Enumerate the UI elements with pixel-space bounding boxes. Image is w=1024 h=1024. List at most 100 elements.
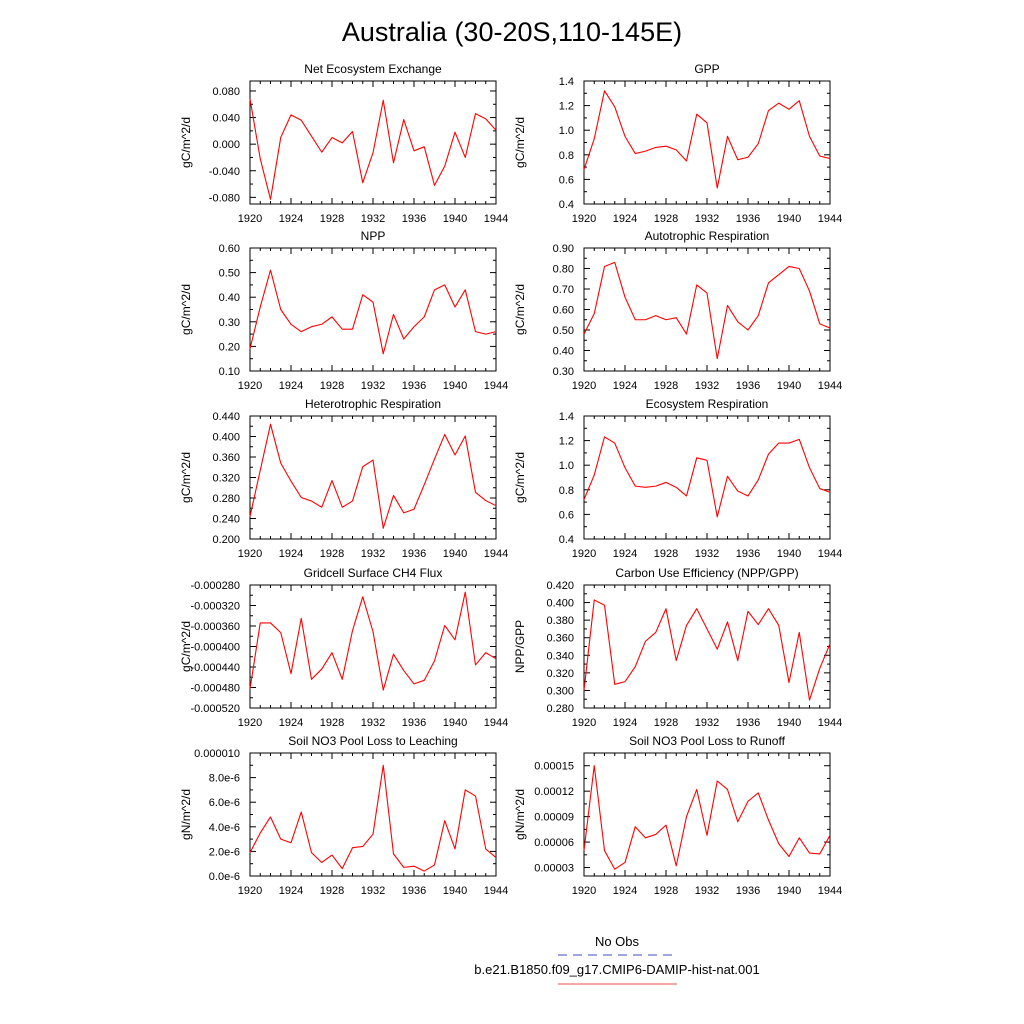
y-tick-label: 0.340 bbox=[546, 650, 574, 662]
x-tick-label: 1944 bbox=[484, 548, 508, 560]
x-tick-label: 1944 bbox=[484, 213, 508, 225]
y-tick-label: 1.2 bbox=[559, 101, 574, 113]
y-tick-label: 0.200 bbox=[212, 534, 240, 546]
plot-frame bbox=[583, 80, 831, 205]
y-tick-label: 0.080 bbox=[212, 86, 240, 98]
x-tick-label: 1936 bbox=[402, 717, 426, 729]
x-tick-label: 1928 bbox=[654, 885, 678, 897]
panel-title: Carbon Use Efficiency (NPP/GPP) bbox=[615, 566, 798, 580]
y-axis-label: gN/m^2/d bbox=[513, 789, 527, 840]
series-line bbox=[249, 591, 497, 691]
x-tick-label: 1936 bbox=[402, 885, 426, 897]
y-tick-label: 0.00009 bbox=[534, 812, 574, 824]
x-tick-label: 1940 bbox=[443, 548, 467, 560]
series-line bbox=[249, 269, 497, 355]
x-tick-label: 1924 bbox=[613, 380, 637, 392]
y-tick-label: 0.00006 bbox=[534, 837, 574, 849]
y-tick-label: 0.6 bbox=[559, 509, 574, 521]
x-tick-label: 1932 bbox=[695, 213, 719, 225]
panel-carbon-use-efficiency-npp-gpp: Carbon Use Efficiency (NPP/GPP) NPP/GPP 19… bbox=[513, 566, 842, 729]
y-tick-label: 1.0 bbox=[559, 460, 574, 472]
plot-frame bbox=[249, 247, 497, 372]
y-tick-label: 0.00012 bbox=[534, 786, 574, 798]
plot-frame bbox=[583, 752, 831, 877]
legend-label-model: b.e21.B1850.f09_g17.CMIP6-DAMIP-hist-nat… bbox=[474, 962, 759, 977]
x-tick-label: 1936 bbox=[736, 548, 760, 560]
y-axis-label: gC/m^2/d bbox=[179, 117, 193, 168]
y-tick-label: 0.90 bbox=[553, 243, 574, 255]
x-tick-label: 1928 bbox=[654, 717, 678, 729]
series-line bbox=[249, 764, 497, 872]
x-tick-label: 1944 bbox=[818, 548, 842, 560]
x-tick-label: 1928 bbox=[320, 380, 344, 392]
y-tick-label: 0.420 bbox=[546, 580, 574, 592]
x-tick-label: 1944 bbox=[818, 380, 842, 392]
y-tick-label: 0.60 bbox=[553, 305, 574, 317]
panel-title: Ecosystem Respiration bbox=[646, 397, 769, 411]
y-tick-label: 1.4 bbox=[559, 411, 574, 423]
panel-autotrophic-respiration: Autotrophic Respiration gC/m^2/d 1920 1924 1… bbox=[513, 229, 842, 392]
x-tick-label: 1940 bbox=[777, 548, 801, 560]
x-tick-label: 1920 bbox=[572, 548, 596, 560]
x-tick-label: 1936 bbox=[736, 885, 760, 897]
x-tick-label: 1932 bbox=[361, 885, 385, 897]
x-tick-label: 1944 bbox=[484, 885, 508, 897]
y-tick-label: 0.30 bbox=[219, 317, 240, 329]
x-tick-label: 1940 bbox=[443, 885, 467, 897]
plot-frame bbox=[249, 752, 497, 877]
panel-title: Gridcell Surface CH4 Flux bbox=[304, 566, 443, 580]
y-tick-label: 0.80 bbox=[553, 264, 574, 276]
y-tick-label: 0.280 bbox=[212, 493, 240, 505]
y-tick-label: 0.4 bbox=[559, 534, 574, 546]
x-tick-label: 1940 bbox=[777, 380, 801, 392]
y-tick-label: 0.360 bbox=[212, 452, 240, 464]
x-tick-label: 1920 bbox=[572, 717, 596, 729]
y-tick-label: 0.00003 bbox=[534, 863, 574, 875]
legend: No Obs b.e21.B1850.f09_g17.CMIP6-DAMIP-h… bbox=[474, 934, 760, 985]
plot-frame bbox=[583, 247, 831, 372]
y-tick-label: -0.040 bbox=[209, 166, 240, 178]
y-axis-label: gC/m^2/d bbox=[179, 452, 193, 503]
y-axis-label: gC/m^2/d bbox=[513, 117, 527, 168]
y-tick-label: 0.20 bbox=[219, 341, 240, 353]
x-tick-label: 1924 bbox=[279, 213, 303, 225]
y-axis-label: gC/m^2/d bbox=[513, 284, 527, 335]
x-tick-label: 1932 bbox=[695, 380, 719, 392]
x-tick-label: 1924 bbox=[613, 717, 637, 729]
x-tick-label: 1940 bbox=[443, 717, 467, 729]
series-line bbox=[249, 423, 497, 529]
x-tick-label: 1936 bbox=[402, 380, 426, 392]
y-tick-label: -0.000280 bbox=[190, 580, 240, 592]
x-tick-label: 1936 bbox=[736, 380, 760, 392]
x-tick-label: 1932 bbox=[361, 548, 385, 560]
x-tick-label: 1924 bbox=[279, 548, 303, 560]
y-tick-label: 0.40 bbox=[219, 292, 240, 304]
x-tick-label: 1924 bbox=[279, 885, 303, 897]
y-tick-label: 6.0e-6 bbox=[209, 797, 240, 809]
x-tick-label: 1940 bbox=[443, 213, 467, 225]
series-line bbox=[583, 599, 831, 701]
x-tick-label: 1936 bbox=[736, 213, 760, 225]
panel-title: Net Ecosystem Exchange bbox=[304, 62, 442, 76]
x-tick-label: 1932 bbox=[695, 548, 719, 560]
plot-frame bbox=[583, 415, 831, 540]
panel-title: Autotrophic Respiration bbox=[645, 229, 770, 243]
y-tick-label: 0.240 bbox=[212, 514, 240, 526]
panels: Net Ecosystem Exchange gC/m^2/d 1920 1924 19… bbox=[179, 62, 842, 897]
y-tick-label: 0.4 bbox=[559, 199, 574, 211]
y-tick-label: 0.320 bbox=[546, 668, 574, 680]
figure-title: Australia (30-20S,110-145E) bbox=[342, 17, 682, 47]
x-tick-label: 1928 bbox=[654, 380, 678, 392]
panel-title: Heterotrophic Respiration bbox=[305, 397, 441, 411]
y-tick-label: 0.440 bbox=[212, 411, 240, 423]
y-tick-label: 0.40 bbox=[553, 346, 574, 358]
y-tick-label: -0.000520 bbox=[190, 703, 240, 715]
plot-frame bbox=[249, 584, 497, 709]
y-tick-label: 8.0e-6 bbox=[209, 773, 240, 785]
x-tick-label: 1924 bbox=[613, 548, 637, 560]
y-tick-label: 0.50 bbox=[219, 268, 240, 280]
y-tick-label: 0.040 bbox=[212, 113, 240, 125]
x-tick-label: 1944 bbox=[818, 717, 842, 729]
y-tick-label: 0.000 bbox=[212, 139, 240, 151]
